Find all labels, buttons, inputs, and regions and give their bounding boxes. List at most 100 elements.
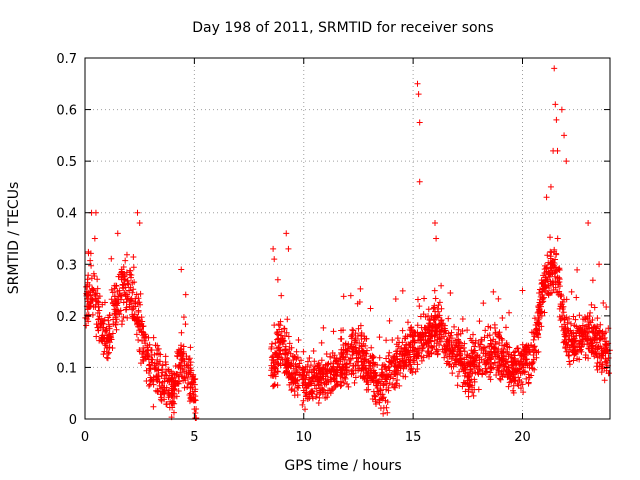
data-point	[430, 315, 437, 322]
data-point	[376, 354, 383, 361]
data-point	[530, 336, 537, 343]
data-point	[127, 267, 134, 274]
data-point	[162, 387, 169, 394]
data-point	[478, 336, 485, 343]
data-point	[554, 275, 561, 282]
data-point	[572, 316, 579, 323]
data-point	[502, 348, 509, 355]
data-point	[91, 273, 98, 280]
data-point	[450, 339, 457, 346]
data-point	[603, 338, 610, 345]
data-point	[498, 371, 505, 378]
data-point	[535, 348, 542, 355]
data-point	[596, 350, 603, 357]
data-point	[514, 380, 521, 387]
data-point	[124, 291, 131, 298]
data-point	[385, 384, 392, 391]
data-point	[172, 362, 179, 369]
data-point	[381, 372, 388, 379]
data-point	[111, 293, 118, 300]
data-point	[416, 337, 423, 344]
data-point	[409, 347, 416, 354]
data-point	[137, 301, 144, 308]
data-point	[551, 248, 558, 255]
data-point	[351, 379, 358, 386]
data-point	[324, 394, 331, 401]
data-point	[122, 306, 129, 313]
data-point	[486, 343, 493, 350]
data-point	[168, 390, 175, 397]
data-point	[273, 330, 280, 337]
data-point	[355, 358, 362, 365]
data-point	[278, 355, 285, 362]
data-point	[192, 393, 199, 400]
data-point	[434, 313, 441, 320]
data-point	[511, 377, 518, 384]
data-point	[561, 321, 568, 328]
data-point	[114, 230, 121, 237]
data-point	[425, 332, 432, 339]
data-point	[573, 294, 580, 301]
data-point	[357, 322, 364, 329]
data-point	[311, 382, 318, 389]
data-point	[416, 303, 423, 310]
data-point	[181, 384, 188, 391]
data-point	[521, 369, 528, 376]
data-point	[530, 356, 537, 363]
data-point	[343, 367, 350, 374]
data-point	[530, 344, 537, 351]
data-point	[562, 345, 569, 352]
data-point	[485, 360, 492, 367]
data-point	[111, 282, 118, 289]
data-point	[273, 350, 280, 357]
data-point	[124, 277, 131, 284]
data-point	[379, 369, 386, 376]
data-point	[399, 355, 406, 362]
y-tick-label: 0.3	[56, 258, 77, 273]
data-point	[531, 333, 538, 340]
data-point	[141, 331, 148, 338]
data-point	[278, 292, 285, 299]
data-point	[354, 300, 361, 307]
data-point	[83, 322, 90, 329]
y-tick-label: 0.1	[56, 361, 77, 376]
data-point	[86, 303, 93, 310]
data-point	[348, 371, 355, 378]
data-point	[185, 380, 192, 387]
x-tick-label: 5	[190, 430, 198, 445]
data-point	[332, 369, 339, 376]
data-point	[369, 354, 376, 361]
data-point	[340, 293, 347, 300]
data-point	[352, 374, 359, 381]
data-point	[88, 285, 95, 292]
data-point	[192, 414, 199, 421]
data-point	[594, 315, 601, 322]
data-point	[337, 335, 344, 342]
data-point	[377, 391, 384, 398]
data-point	[562, 332, 569, 339]
data-point	[573, 323, 580, 330]
data-point	[556, 267, 563, 274]
data-point	[112, 319, 119, 326]
data-point	[330, 328, 337, 335]
data-point	[89, 311, 96, 318]
data-point	[317, 389, 324, 396]
data-point	[455, 326, 462, 333]
data-point	[425, 313, 432, 320]
data-point	[591, 304, 598, 311]
data-point	[403, 363, 410, 370]
data-point	[179, 355, 186, 362]
data-point	[483, 368, 490, 375]
data-point	[342, 347, 349, 354]
data-point	[475, 363, 482, 370]
data-point	[380, 382, 387, 389]
data-point	[414, 329, 421, 336]
data-point	[405, 354, 412, 361]
data-point	[462, 370, 469, 377]
data-point	[317, 370, 324, 377]
data-point	[337, 367, 344, 374]
data-point	[187, 365, 194, 372]
data-point	[323, 370, 330, 377]
data-point	[414, 296, 421, 303]
data-point	[288, 360, 295, 367]
